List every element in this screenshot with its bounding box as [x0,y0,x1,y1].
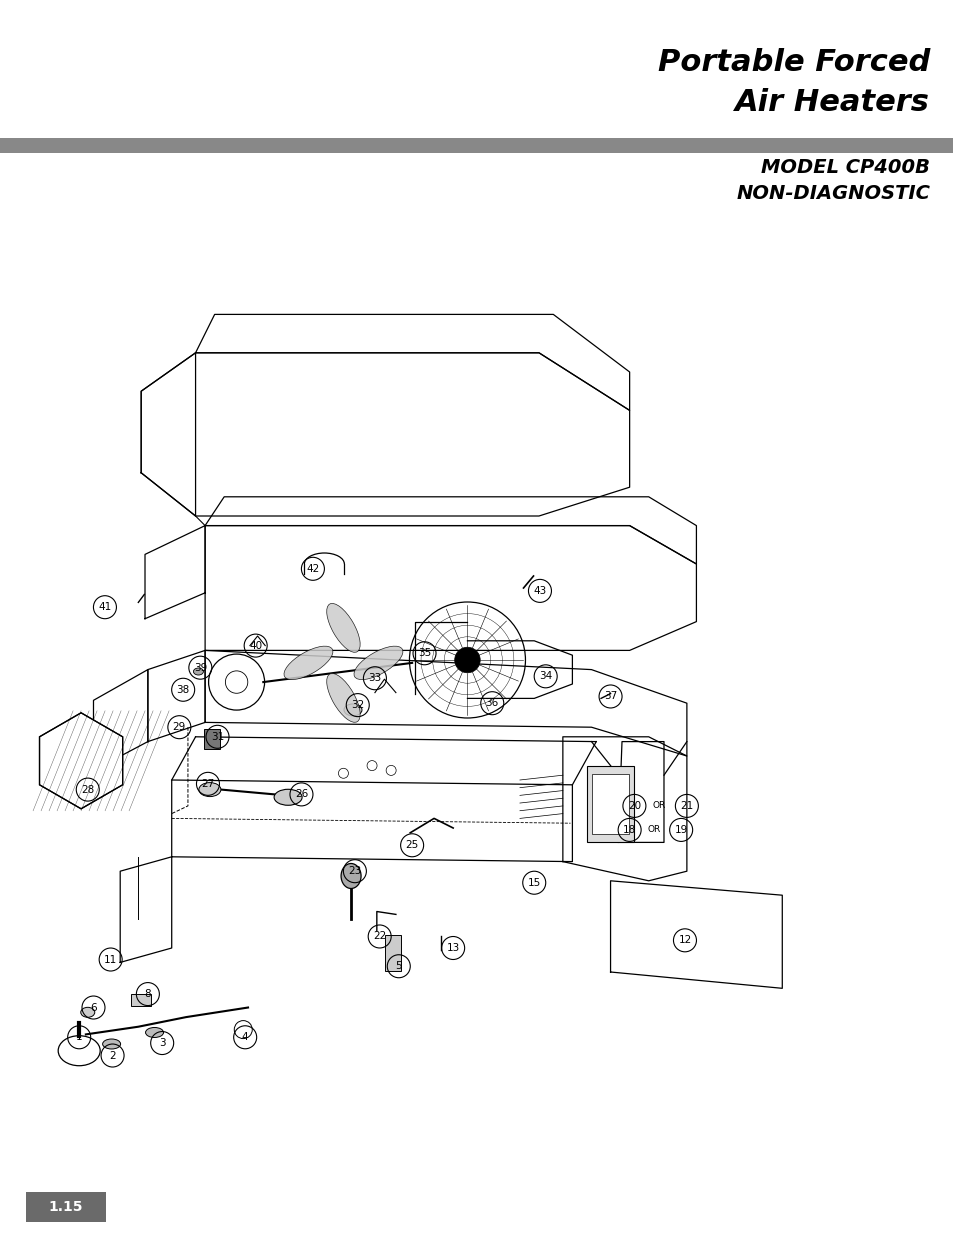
Bar [132,994,151,1005]
Bar [26,1192,106,1221]
Text: 29: 29 [172,722,186,732]
Ellipse shape [284,646,333,679]
Text: 43: 43 [533,585,546,595]
Text: 6: 6 [91,1003,96,1013]
Text: 28: 28 [81,784,94,794]
Text: 42: 42 [306,564,319,574]
Text: 39: 39 [193,663,207,673]
Text: 23: 23 [348,866,361,876]
Bar [0,138,953,153]
Ellipse shape [193,668,203,676]
Text: 27: 27 [201,779,214,789]
Text: 1: 1 [76,1032,82,1042]
Bar [204,729,219,748]
Ellipse shape [58,1036,100,1066]
Text: 34: 34 [538,672,552,682]
Text: 31: 31 [211,732,224,742]
Text: 41: 41 [98,603,112,613]
Text: Portable Forced: Portable Forced [657,48,929,77]
Text: 21: 21 [679,802,693,811]
Text: 40: 40 [249,641,262,651]
Ellipse shape [341,863,360,888]
Text: 4: 4 [242,1032,248,1042]
Text: 22: 22 [373,931,386,941]
Ellipse shape [81,1008,94,1018]
Text: 18: 18 [622,825,636,835]
Text: 38: 38 [176,684,190,695]
Text: 2: 2 [110,1051,115,1061]
Ellipse shape [354,646,402,679]
Ellipse shape [344,704,361,716]
Text: 5: 5 [395,961,401,971]
Ellipse shape [198,783,221,797]
Text: OR: OR [652,802,665,810]
Ellipse shape [274,789,302,805]
Text: OR: OR [647,825,660,835]
Text: 12: 12 [678,935,691,945]
Text: 33: 33 [368,673,381,683]
Bar [385,935,400,971]
Text: 11: 11 [104,955,117,965]
Ellipse shape [326,673,360,722]
Text: 3: 3 [159,1039,165,1049]
Text: 37: 37 [603,692,617,701]
Bar [591,773,629,835]
Ellipse shape [103,1039,120,1049]
Text: 8: 8 [145,989,151,999]
Text: Air Heaters: Air Heaters [735,88,929,117]
Text: 32: 32 [351,700,364,710]
Text: 36: 36 [485,698,498,708]
Text: MODEL CP400B: MODEL CP400B [760,158,929,177]
Text: 26: 26 [294,789,308,799]
Polygon shape [39,713,123,809]
Text: 20: 20 [627,802,640,811]
Text: 1.15: 1.15 [49,1200,83,1214]
Text: NON-DIAGNOSTIC: NON-DIAGNOSTIC [736,184,929,203]
Text: 25: 25 [405,840,418,850]
Ellipse shape [146,1028,163,1037]
Text: 35: 35 [417,648,431,658]
Bar [586,766,634,842]
Text: 13: 13 [446,944,459,953]
Text: 15: 15 [527,878,540,888]
Ellipse shape [326,604,360,652]
Text: 19: 19 [674,825,687,835]
Circle shape [455,647,479,673]
